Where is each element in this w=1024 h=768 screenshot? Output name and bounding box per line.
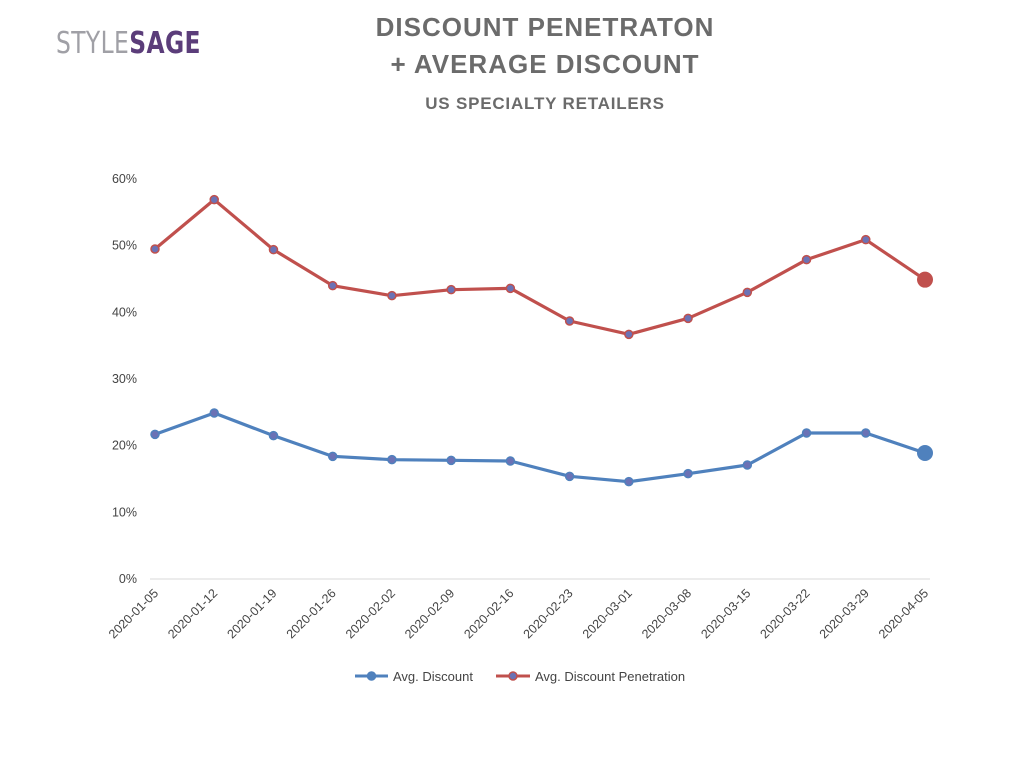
data-point	[505, 283, 516, 294]
data-point	[801, 428, 812, 438]
data-point	[327, 451, 338, 462]
series-line	[153, 411, 927, 484]
data-point	[327, 280, 338, 291]
data-point	[917, 445, 933, 461]
series-avg-discount	[150, 408, 933, 487]
data-point	[505, 456, 516, 466]
data-point	[564, 471, 575, 482]
y-tick-label: 60%	[112, 172, 137, 186]
legend-label: Avg. Discount Penetration	[535, 669, 685, 684]
data-point	[683, 313, 693, 324]
x-tick-label: 2020-01-12	[165, 586, 220, 641]
data-point	[387, 454, 397, 465]
data-point	[268, 430, 279, 441]
data-point	[209, 194, 219, 205]
logo-part-style: STYLE	[56, 26, 130, 61]
x-tick-label: 2020-04-05	[876, 586, 931, 641]
data-point	[917, 271, 933, 288]
y-tick-label: 50%	[112, 239, 137, 253]
data-point	[268, 244, 279, 255]
x-tick-label: 2020-03-08	[639, 586, 694, 641]
data-point	[801, 254, 812, 265]
data-point	[150, 244, 160, 254]
data-point	[624, 329, 634, 340]
data-point	[209, 408, 219, 418]
data-point	[624, 476, 634, 487]
data-point	[387, 290, 397, 301]
legend-swatch-marker	[366, 671, 377, 681]
x-tick-label: 2020-02-09	[402, 586, 457, 641]
legend-item: Avg. Discount Penetration	[496, 669, 685, 684]
data-point	[446, 455, 456, 466]
chart-title-line1: DISCOUNT PENETRATON	[375, 12, 715, 42]
chart-title-line2: + AVERAGE DISCOUNT	[390, 49, 700, 79]
legend: Avg. Discount Avg. Discount Penetration	[355, 669, 685, 684]
chart-subtitle: US SPECIALTY RETAILERS	[425, 94, 665, 113]
y-tick-label: 0%	[119, 572, 137, 586]
data-point	[742, 460, 753, 470]
y-tick-label: 20%	[112, 439, 137, 453]
data-point	[861, 428, 871, 438]
x-tick-label: 2020-03-22	[758, 586, 813, 641]
legend-swatch-marker	[508, 671, 518, 681]
x-axis: 2020-01-05 2020-01-12 2020-01-19 2020-01-26…	[106, 578, 931, 641]
x-tick-label: 2020-02-16	[461, 586, 516, 641]
x-tick-label: 2020-01-26	[284, 586, 339, 641]
x-tick-label: 2020-03-15	[698, 586, 753, 641]
logo-part-sage: SAGE	[129, 26, 201, 61]
x-tick-label: 2020-01-05	[106, 586, 161, 641]
series-avg-discount-penetration	[150, 194, 933, 340]
x-tick-label: 2020-01-19	[224, 586, 279, 641]
legend-label: Avg. Discount	[393, 669, 473, 684]
data-point	[683, 468, 693, 479]
stylesage-logo: STYLESAGE	[56, 26, 201, 62]
legend-item: Avg. Discount	[355, 669, 473, 684]
data-point	[742, 287, 753, 298]
y-tick-label: 10%	[112, 505, 137, 519]
x-tick-label: 2020-03-29	[817, 586, 872, 641]
data-point	[150, 429, 160, 440]
x-tick-label: 2020-02-23	[521, 586, 576, 641]
y-axis: 0% 10% 20% 30% 40% 50% 60%	[112, 172, 137, 586]
data-point	[861, 234, 871, 245]
data-point	[446, 284, 456, 295]
series-layer	[150, 194, 933, 487]
series-line	[153, 198, 927, 336]
x-tick-label: 2020-02-02	[343, 586, 398, 641]
x-tick-label: 2020-03-01	[580, 586, 635, 641]
data-point	[564, 316, 575, 326]
y-tick-label: 40%	[112, 305, 137, 319]
y-tick-label: 30%	[112, 372, 137, 386]
